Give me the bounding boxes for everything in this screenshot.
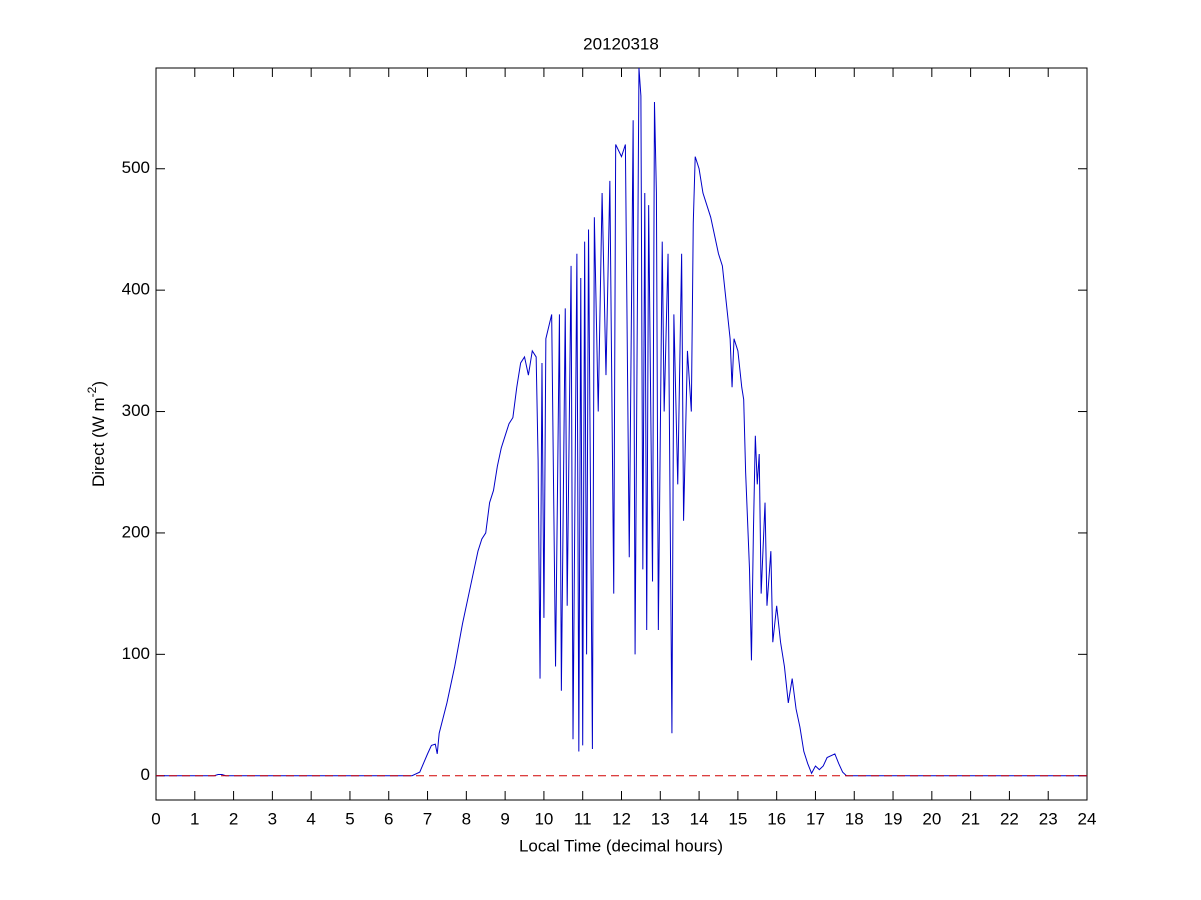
x-axis-label: Local Time (decimal hours) xyxy=(519,836,723,855)
data-line xyxy=(156,67,1087,777)
x-tick-label: 16 xyxy=(767,809,786,828)
x-tick-label: 7 xyxy=(423,809,432,828)
y-tick-label: 100 xyxy=(122,644,150,663)
x-tick-label: 8 xyxy=(462,809,471,828)
x-tick-label: 12 xyxy=(612,809,631,828)
x-tick-label: 10 xyxy=(534,809,553,828)
x-tick-label: 23 xyxy=(1039,809,1058,828)
y-label-sup: -2 xyxy=(85,386,99,397)
y-tick-label: 500 xyxy=(122,158,150,177)
y-tick-label: 400 xyxy=(122,280,150,299)
x-tick-label: 19 xyxy=(884,809,903,828)
x-tick-label: 2 xyxy=(229,809,238,828)
y-label-end: ) xyxy=(89,381,108,387)
x-tick-label: 13 xyxy=(651,809,670,828)
x-tick-label: 14 xyxy=(690,809,709,828)
x-tick-label: 20 xyxy=(922,809,941,828)
y-tick-label: 0 xyxy=(141,765,150,784)
x-tick-label: 5 xyxy=(345,809,354,828)
y-label-main: Direct (W m xyxy=(89,397,108,487)
x-tick-label: 22 xyxy=(1000,809,1019,828)
y-tick-label: 200 xyxy=(122,522,150,541)
chart-title: 20120318 xyxy=(583,34,659,53)
x-tick-label: 6 xyxy=(384,809,393,828)
x-tick-label: 4 xyxy=(306,809,315,828)
x-tick-label: 21 xyxy=(961,809,980,828)
x-tick-label: 18 xyxy=(845,809,864,828)
x-tick-label: 11 xyxy=(574,809,592,828)
x-tick-label: 15 xyxy=(728,809,747,828)
y-tick-label: 300 xyxy=(122,401,150,420)
x-tick-label: 24 xyxy=(1078,809,1097,828)
x-tick-label: 3 xyxy=(268,809,277,828)
x-tick-label: 0 xyxy=(151,809,160,828)
x-tick-label: 9 xyxy=(500,809,509,828)
x-tick-label: 17 xyxy=(806,809,825,828)
plot-area xyxy=(155,67,1088,801)
x-tick-label: 1 xyxy=(190,809,199,828)
y-axis-label: Direct (W m-2) xyxy=(85,381,108,487)
